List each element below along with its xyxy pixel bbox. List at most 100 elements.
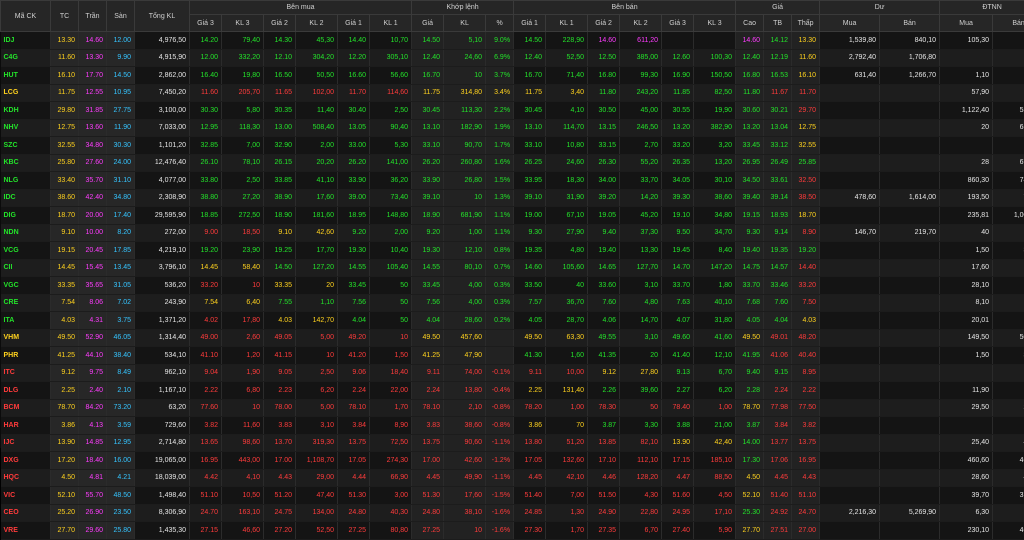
- header-sub-gia-2[interactable]: Giá 2: [264, 15, 296, 32]
- header-sub-tb[interactable]: TB: [764, 15, 792, 32]
- cell-kl-2: 508,40: [296, 119, 338, 137]
- cell-ban: [880, 277, 940, 295]
- ref-price-cell: 13.90: [51, 434, 79, 452]
- symbol-cell[interactable]: DLG: [1, 382, 51, 400]
- header-sub-kl[interactable]: KL: [444, 15, 486, 32]
- header-sub-gia-1[interactable]: Giá 1: [338, 15, 370, 32]
- cell-ban: 27,30: [993, 399, 1024, 417]
- header-sub-cao[interactable]: Cao: [736, 15, 764, 32]
- symbol-cell[interactable]: VRE: [1, 522, 51, 540]
- header-sub-kl-3[interactable]: KL 3: [694, 15, 736, 32]
- symbol-cell[interactable]: DIG: [1, 207, 51, 225]
- symbol-cell[interactable]: KDH: [1, 102, 51, 120]
- cell-: [486, 347, 514, 365]
- header-sub-kl-1[interactable]: KL 1: [546, 15, 588, 32]
- header-sub-kl-3[interactable]: KL 3: [222, 15, 264, 32]
- header-sub-ban[interactable]: Bán: [880, 15, 940, 32]
- header-sub-kl-2[interactable]: KL 2: [296, 15, 338, 32]
- symbol-cell[interactable]: VGC: [1, 277, 51, 295]
- symbol-cell[interactable]: VHM: [1, 329, 51, 347]
- header-sub-gia-3[interactable]: Giá 3: [190, 15, 222, 32]
- symbol-cell[interactable]: BCM: [1, 399, 51, 417]
- header-ma-ck[interactable]: Mã CK: [1, 1, 51, 32]
- cell-ban: [880, 522, 940, 540]
- header-san[interactable]: Sàn: [107, 1, 135, 32]
- symbol-cell[interactable]: DXG: [1, 452, 51, 470]
- cell-kl-3: 11,60: [222, 417, 264, 435]
- header-sub-gia[interactable]: Giá: [412, 15, 444, 32]
- header-sub-mua[interactable]: Mua: [820, 15, 880, 32]
- header-tc[interactable]: TC: [51, 1, 79, 32]
- header-sub-gia-3[interactable]: Giá 3: [662, 15, 694, 32]
- header-sub-kl-1[interactable]: KL 1: [370, 15, 412, 32]
- ref-price-cell: 27.70: [51, 522, 79, 540]
- cell-gia-2: 32.90: [264, 137, 296, 155]
- symbol-cell[interactable]: CEO: [1, 504, 51, 522]
- cell-gia-1: 49.50: [514, 329, 546, 347]
- header-sub-[interactable]: %: [486, 15, 514, 32]
- symbol-cell[interactable]: IDJ: [1, 32, 51, 50]
- symbol-cell[interactable]: IJC: [1, 434, 51, 452]
- symbol-cell[interactable]: VIC: [1, 487, 51, 505]
- symbol-cell[interactable]: NHV: [1, 119, 51, 137]
- header-tong-kl[interactable]: Tổng KL: [135, 1, 190, 32]
- symbol-cell[interactable]: NDN: [1, 224, 51, 242]
- cell-mua: 1,10: [940, 67, 993, 85]
- symbol-cell[interactable]: SZC: [1, 137, 51, 155]
- cell-gia-2: 19.25: [264, 242, 296, 260]
- symbol-cell[interactable]: CII: [1, 259, 51, 277]
- symbol-cell[interactable]: LCG: [1, 84, 51, 102]
- symbol-cell[interactable]: ITC: [1, 364, 51, 382]
- symbol-cell[interactable]: NLG: [1, 172, 51, 190]
- header-sub-thap[interactable]: Thấp: [792, 15, 820, 32]
- symbol-cell[interactable]: HUT: [1, 67, 51, 85]
- header-tran[interactable]: Trần: [79, 1, 107, 32]
- header-sub-kl-2[interactable]: KL 2: [620, 15, 662, 32]
- symbol-cell[interactable]: CRE: [1, 294, 51, 312]
- total-volume-cell: 19,065,00: [135, 452, 190, 470]
- header-sub-mua[interactable]: Mua: [940, 15, 993, 32]
- symbol-cell[interactable]: C4G: [1, 49, 51, 67]
- cell-ban: 468,50: [993, 522, 1024, 540]
- header-sub-gia-1[interactable]: Giá 1: [514, 15, 546, 32]
- symbol-cell[interactable]: ITA: [1, 312, 51, 330]
- symbol-cell[interactable]: HQC: [1, 469, 51, 487]
- ceiling-price-cell: 15.45: [79, 259, 107, 277]
- symbol-cell[interactable]: VCG: [1, 242, 51, 260]
- symbol-cell[interactable]: IDC: [1, 189, 51, 207]
- symbol-cell[interactable]: KBC: [1, 154, 51, 172]
- symbol-cell[interactable]: PHR: [1, 347, 51, 365]
- symbol-cell[interactable]: HAR: [1, 417, 51, 435]
- header-sub-gia-2[interactable]: Giá 2: [588, 15, 620, 32]
- header-sub-ban[interactable]: Bán: [993, 15, 1024, 32]
